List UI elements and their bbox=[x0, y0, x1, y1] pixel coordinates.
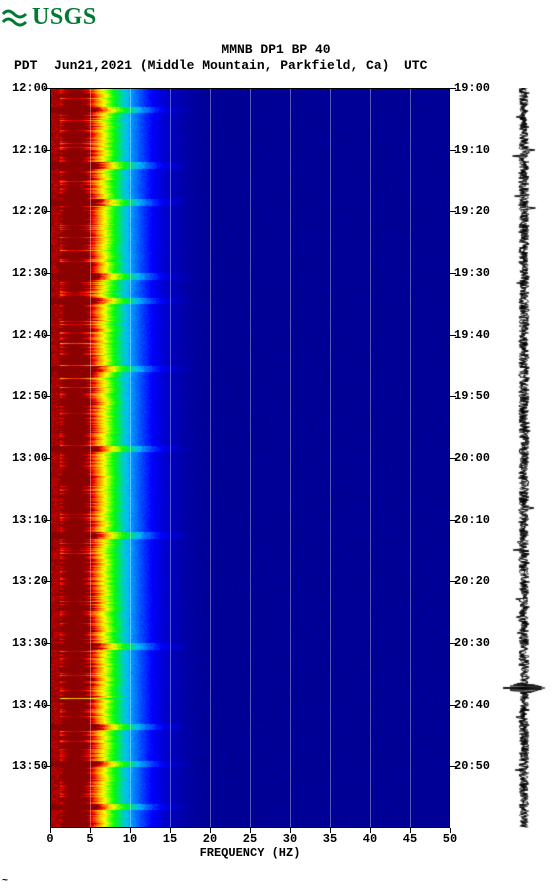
y-right-tick-label: 20:50 bbox=[454, 760, 496, 772]
y-left-tick-label: 12:50 bbox=[0, 390, 48, 402]
y-right-tick-label: 19:30 bbox=[454, 267, 496, 279]
chart-date-location: Jun21,2021 (Middle Mountain, Parkfield, … bbox=[54, 58, 389, 73]
spectrogram-plot bbox=[50, 88, 450, 828]
y-left-tick-label: 12:00 bbox=[0, 82, 48, 94]
x-tick-label: 5 bbox=[86, 832, 93, 846]
y-left-tick-label: 13:00 bbox=[0, 452, 48, 464]
y-left-tick-label: 12:30 bbox=[0, 267, 48, 279]
right-timezone-label: UTC bbox=[404, 58, 427, 73]
y-right-tick-label: 19:00 bbox=[454, 82, 496, 94]
spectrogram-canvas bbox=[50, 88, 450, 828]
usgs-logo-text: USGS bbox=[32, 4, 97, 31]
y-right-tick-label: 20:10 bbox=[454, 514, 496, 526]
chart-title: MMNB DP1 BP 40 bbox=[0, 42, 552, 57]
y-axis-left-labels: 12:0012:1012:2012:3012:4012:5013:0013:10… bbox=[0, 88, 48, 828]
y-right-tick-label: 20:30 bbox=[454, 637, 496, 649]
footer-mark: ~ bbox=[2, 876, 8, 887]
left-timezone-label: PDT bbox=[14, 58, 37, 73]
y-right-tick-label: 19:40 bbox=[454, 329, 496, 341]
y-axis-right-labels: 19:0019:1019:2019:3019:4019:5020:0020:10… bbox=[454, 88, 496, 828]
usgs-logo: USGS bbox=[2, 4, 97, 31]
x-tick-label: 35 bbox=[323, 832, 337, 846]
x-tick-label: 50 bbox=[443, 832, 457, 846]
y-right-tick-label: 20:40 bbox=[454, 699, 496, 711]
y-left-tick-label: 13:10 bbox=[0, 514, 48, 526]
y-right-tick-label: 20:00 bbox=[454, 452, 496, 464]
y-left-tick-label: 13:20 bbox=[0, 575, 48, 587]
y-right-tick-label: 19:50 bbox=[454, 390, 496, 402]
x-tick-label: 25 bbox=[243, 832, 257, 846]
x-tick-label: 45 bbox=[403, 832, 417, 846]
x-tick-label: 15 bbox=[163, 832, 177, 846]
y-right-tick-label: 19:20 bbox=[454, 205, 496, 217]
y-right-tick-label: 19:10 bbox=[454, 144, 496, 156]
x-tick-label: 20 bbox=[203, 832, 217, 846]
x-tick-label: 0 bbox=[46, 832, 53, 846]
y-left-tick-label: 13:30 bbox=[0, 637, 48, 649]
y-left-tick-label: 13:50 bbox=[0, 760, 48, 772]
x-tick-label: 10 bbox=[123, 832, 137, 846]
y-left-tick-label: 12:40 bbox=[0, 329, 48, 341]
y-left-tick-label: 12:10 bbox=[0, 144, 48, 156]
y-left-tick-label: 12:20 bbox=[0, 205, 48, 217]
y-left-tick-label: 13:40 bbox=[0, 699, 48, 711]
x-axis-title: FREQUENCY (HZ) bbox=[50, 846, 450, 860]
x-tick-label: 40 bbox=[363, 832, 377, 846]
y-right-tick-label: 20:20 bbox=[454, 575, 496, 587]
wave-icon bbox=[2, 6, 30, 30]
seismogram-waveform bbox=[502, 88, 546, 828]
x-tick-label: 30 bbox=[283, 832, 297, 846]
